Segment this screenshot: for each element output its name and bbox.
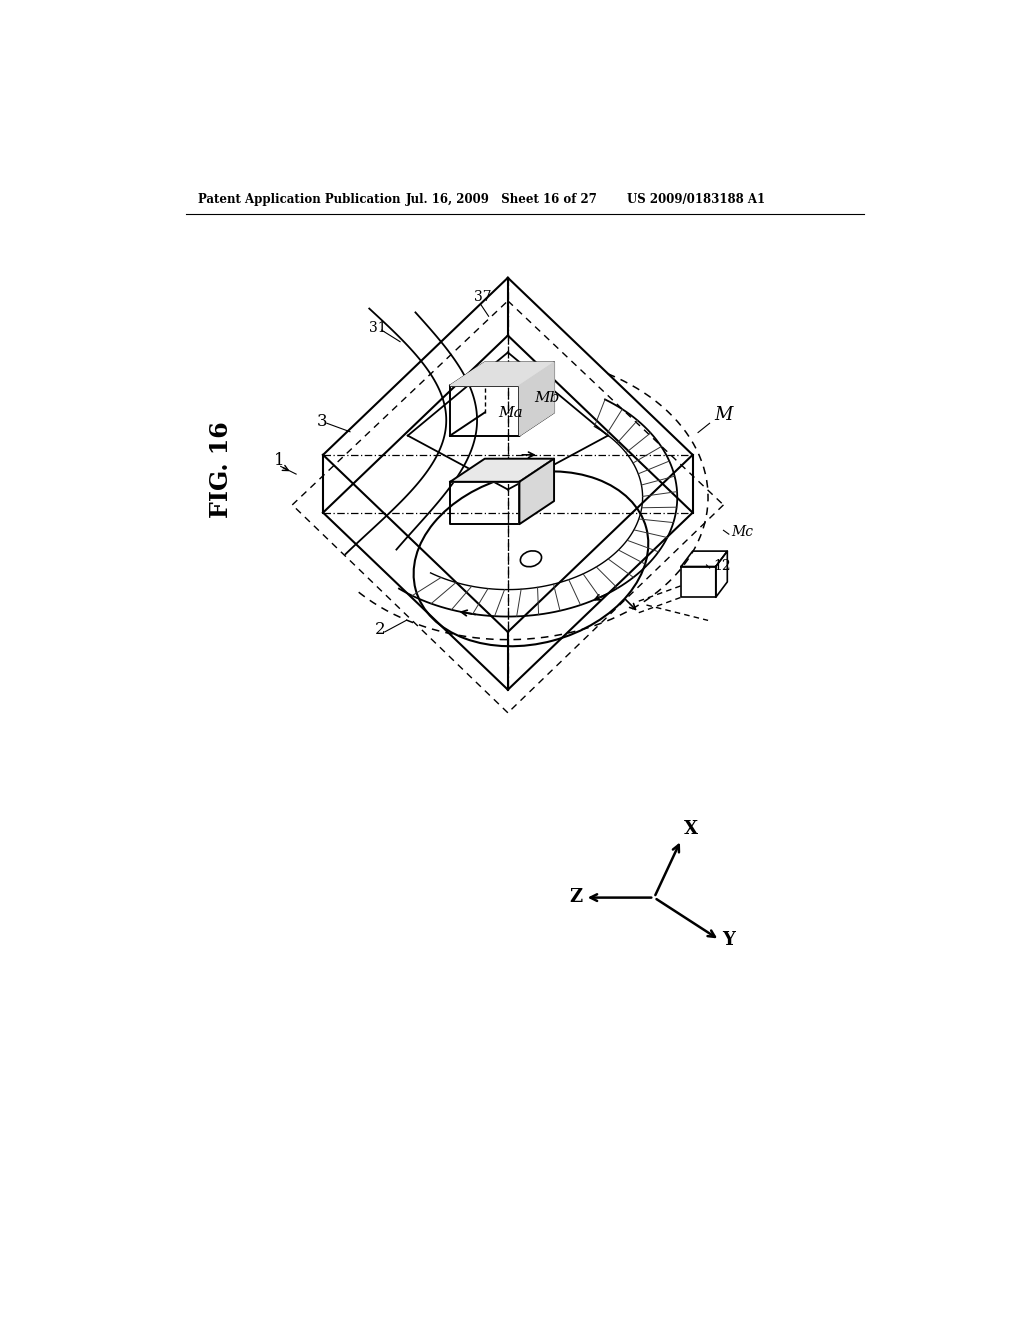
Text: 2: 2 (375, 622, 385, 639)
Text: Y: Y (722, 932, 735, 949)
Polygon shape (451, 459, 554, 482)
Polygon shape (519, 363, 554, 436)
Text: M: M (714, 407, 732, 424)
Polygon shape (519, 459, 554, 524)
Text: 3: 3 (316, 413, 328, 430)
Text: Jul. 16, 2009   Sheet 16 of 27: Jul. 16, 2009 Sheet 16 of 27 (407, 193, 598, 206)
Text: Mc: Mc (731, 525, 754, 539)
Text: 31: 31 (370, 322, 387, 335)
Polygon shape (451, 363, 554, 385)
Text: X: X (683, 821, 697, 838)
Text: Patent Application Publication: Patent Application Publication (199, 193, 400, 206)
Text: Mb: Mb (535, 391, 559, 405)
Text: 37: 37 (474, 290, 492, 304)
Text: 1: 1 (273, 451, 285, 469)
Text: Ma: Ma (499, 407, 523, 420)
Text: Z: Z (569, 888, 583, 907)
Text: FIG. 16: FIG. 16 (209, 421, 233, 517)
Text: 12: 12 (714, 560, 731, 573)
Text: US 2009/0183188 A1: US 2009/0183188 A1 (628, 193, 765, 206)
